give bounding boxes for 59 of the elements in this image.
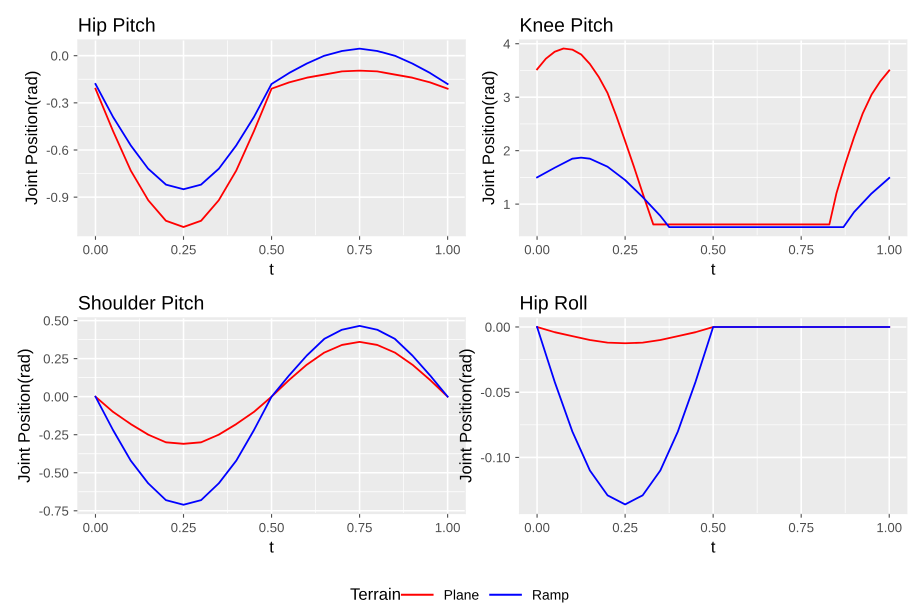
y-tick-label: 1: [504, 200, 510, 209]
y-tick-label: -0.50: [39, 468, 68, 478]
y-axis-title: Joint Position(rad): [18, 350, 34, 483]
y-tick-label: 2: [504, 146, 510, 156]
line-series: [94, 48, 449, 190]
x-tick-label: 0.75: [347, 245, 372, 254]
x-axis-title: t: [269, 542, 274, 553]
line-series: [536, 326, 890, 506]
x-tick-label: 0.25: [171, 245, 196, 254]
line-series: [94, 325, 449, 506]
line-series: [94, 70, 449, 228]
x-tick-label: 0.50: [259, 245, 284, 254]
legend-label: Ramp: [533, 590, 568, 602]
x-tick-label: 1.00: [436, 245, 460, 254]
x-tick-label: 0.75: [788, 245, 814, 254]
y-tick-label: -0.10: [480, 452, 510, 462]
y-tick-label: -0.9: [46, 192, 68, 202]
x-tick-label: 0.00: [524, 245, 550, 254]
y-axis-title: Joint Position(rad): [25, 72, 41, 205]
chart-title: Hip Pitch: [79, 18, 154, 36]
chart-title: Shoulder Pitch: [78, 295, 204, 310]
x-tick-label: 0.75: [347, 522, 372, 532]
line-series: [94, 340, 449, 445]
y-tick-label: 0.00: [44, 392, 68, 402]
x-tick-label: 0.00: [524, 522, 550, 532]
y-tick-label: 0.50: [44, 316, 68, 326]
y-tick-label: -0.3: [46, 98, 68, 108]
y-tick-label: -0.25: [39, 430, 68, 440]
x-axis-title: t: [269, 264, 274, 275]
y-tick-label: -0.75: [39, 506, 68, 516]
line-series: [536, 156, 890, 228]
y-tick-label: 0.25: [44, 354, 68, 364]
x-axis-title: t: [711, 264, 716, 275]
x-tick-label: 0.25: [612, 522, 638, 532]
x-tick-label: 0.50: [700, 522, 726, 532]
y-tick-label: -0.05: [480, 388, 510, 398]
x-tick-label: 0.25: [612, 245, 638, 254]
x-tick-label: 0.50: [259, 522, 284, 532]
y-tick-label: -0.6: [46, 146, 68, 155]
legend-label: Plane: [444, 590, 479, 600]
x-tick-label: 1.00: [436, 522, 460, 532]
y-tick-label: 4: [503, 39, 510, 48]
y-axis-title: Joint Position(rad): [459, 350, 475, 483]
y-tick-label: 0.0: [51, 51, 68, 61]
x-axis-title: t: [711, 542, 716, 553]
y-tick-label: 0.00: [485, 322, 510, 332]
x-tick-label: 0.25: [171, 522, 196, 532]
line-series: [536, 48, 890, 226]
chart-title: Hip Roll: [521, 295, 586, 314]
y-tick-label: 3: [504, 92, 510, 102]
legend-title: Terrain: [350, 588, 400, 600]
y-axis-title: Joint Position(rad): [482, 72, 498, 205]
x-tick-label: 0.00: [83, 245, 108, 254]
x-tick-label: 0.75: [788, 522, 814, 532]
x-tick-label: 1.00: [877, 522, 902, 532]
x-tick-label: 0.00: [83, 522, 108, 532]
x-tick-label: 1.00: [877, 245, 902, 254]
x-tick-label: 0.50: [700, 245, 726, 254]
chart-title: Knee Pitch: [521, 18, 612, 32]
